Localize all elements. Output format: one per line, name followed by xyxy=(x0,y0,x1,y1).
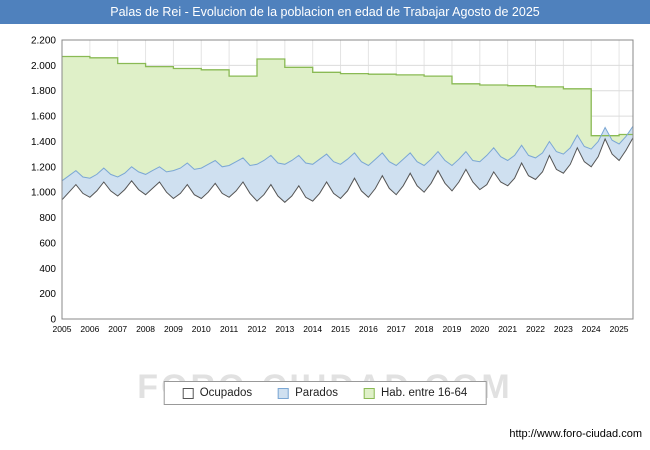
svg-text:2.000: 2.000 xyxy=(31,61,56,72)
svg-text:2014: 2014 xyxy=(303,324,322,334)
parados-swatch-icon xyxy=(278,387,290,399)
hab-16-64-swatch-icon xyxy=(363,387,375,399)
legend-item-ocupados: Ocupados xyxy=(182,387,253,399)
legend-item-parados: Parados xyxy=(278,387,338,399)
svg-text:800: 800 xyxy=(39,213,56,224)
svg-text:1.800: 1.800 xyxy=(31,86,56,97)
legend-label-ocupados: Ocupados xyxy=(199,387,253,399)
footer-url[interactable]: http://www.foro-ciudad.com xyxy=(509,428,642,440)
svg-text:1.200: 1.200 xyxy=(31,162,56,173)
svg-text:2012: 2012 xyxy=(248,324,267,334)
svg-text:2016: 2016 xyxy=(359,324,378,334)
svg-text:2022: 2022 xyxy=(526,324,545,334)
legend-item-hab-16-64: Hab. entre 16-64 xyxy=(363,387,468,399)
svg-text:2010: 2010 xyxy=(192,324,211,334)
chart-title-bar: Palas de Rei - Evolucion de la poblacion… xyxy=(0,0,650,24)
svg-text:2024: 2024 xyxy=(582,324,601,334)
svg-text:2017: 2017 xyxy=(387,324,406,334)
svg-text:2020: 2020 xyxy=(470,324,489,334)
svg-text:2007: 2007 xyxy=(108,324,127,334)
svg-text:2018: 2018 xyxy=(415,324,434,334)
ocupados-swatch-icon xyxy=(182,387,194,399)
svg-text:2015: 2015 xyxy=(331,324,350,334)
svg-text:2011: 2011 xyxy=(220,324,239,334)
svg-text:2021: 2021 xyxy=(498,324,517,334)
chart-legend: Ocupados Parados Hab. entre 16-64 xyxy=(163,381,487,405)
svg-text:2009: 2009 xyxy=(164,324,183,334)
svg-text:1.000: 1.000 xyxy=(31,188,56,199)
svg-text:1.600: 1.600 xyxy=(31,112,56,123)
svg-text:2006: 2006 xyxy=(80,324,99,334)
legend-label-hab-16-64: Hab. entre 16-64 xyxy=(380,387,468,399)
svg-text:2.200: 2.200 xyxy=(31,36,56,47)
svg-text:2013: 2013 xyxy=(275,324,294,334)
svg-text:400: 400 xyxy=(39,264,56,275)
svg-text:2005: 2005 xyxy=(53,324,72,334)
svg-text:2025: 2025 xyxy=(610,324,629,334)
svg-text:2008: 2008 xyxy=(136,324,155,334)
svg-text:1.400: 1.400 xyxy=(31,137,56,148)
svg-text:2019: 2019 xyxy=(442,324,461,334)
svg-text:200: 200 xyxy=(39,289,56,300)
svg-text:2023: 2023 xyxy=(554,324,573,334)
population-area-chart: 0 200 400 600 800 1.000 1.200 1.400 1.600 1.800 2.… xyxy=(31,36,634,334)
legend-label-parados: Parados xyxy=(295,387,338,399)
svg-text:600: 600 xyxy=(39,238,56,249)
svg-text:0: 0 xyxy=(50,315,56,326)
